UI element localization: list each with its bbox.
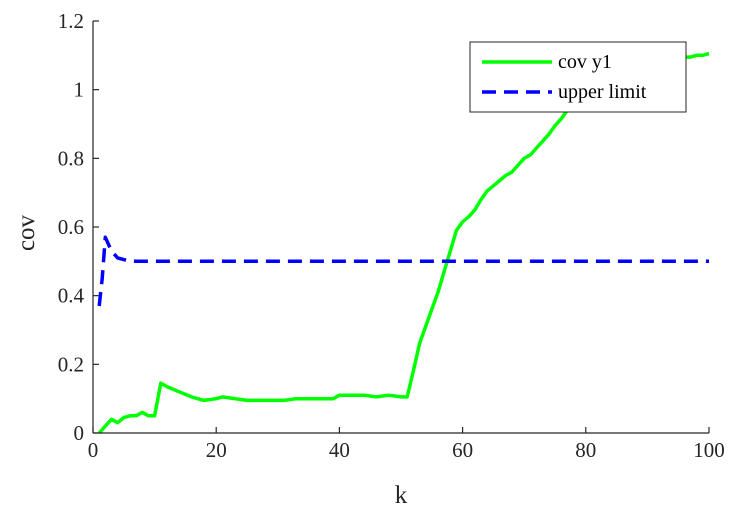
y-tick-label: 0.8	[58, 146, 84, 170]
y-tick-label: 0.4	[58, 284, 85, 308]
legend: cov y1 upper limit	[469, 41, 687, 113]
y-axis-label: cov	[13, 214, 40, 251]
y-tick-label: 0	[74, 421, 85, 445]
tick-labels: 0 20 40 60 80 100 0 0.2 0.4 0.6 0.8 1 1.2	[58, 9, 725, 462]
x-tick-label: 60	[452, 438, 473, 462]
legend-box	[469, 41, 687, 113]
x-axis-label: k	[395, 482, 408, 509]
y-tick-label: 1	[74, 78, 85, 102]
series-line-2	[97, 235, 709, 307]
axes	[92, 20, 710, 434]
x-tick-label: 100	[693, 438, 725, 462]
y-tick-label: 0.2	[58, 352, 84, 376]
legend-label-2: upper limit	[558, 81, 647, 103]
legend-label-1: cov y1	[558, 51, 612, 73]
y-tick-label: 1.2	[58, 9, 84, 33]
x-tick-label: 40	[329, 438, 350, 462]
x-tick-label: 0	[88, 438, 99, 462]
x-tick-label: 20	[206, 438, 227, 462]
y-tick-label: 0.6	[58, 215, 84, 239]
x-tick-label: 80	[575, 438, 596, 462]
